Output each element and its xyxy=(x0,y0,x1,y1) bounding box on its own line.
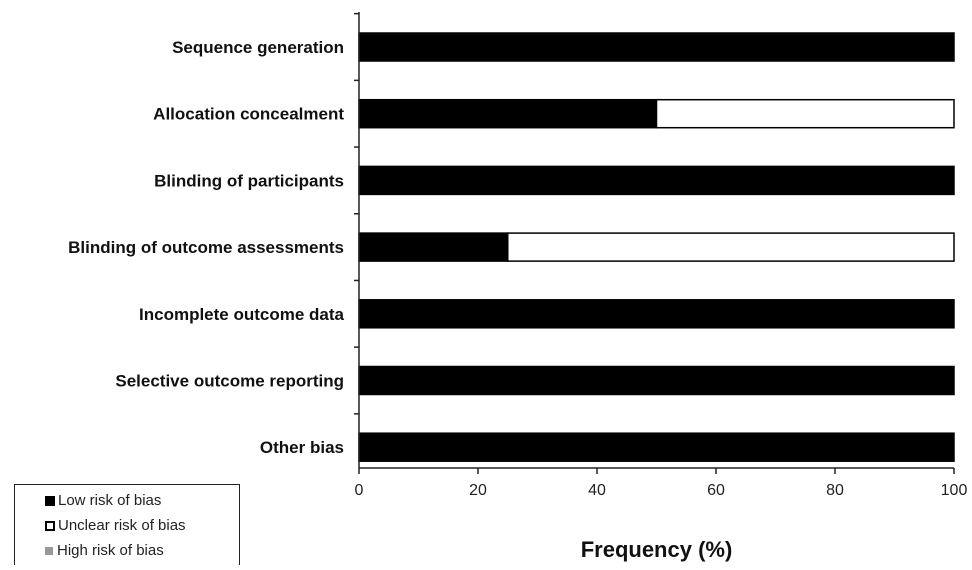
category-label: Sequence generation xyxy=(172,38,344,57)
bar-low-3 xyxy=(358,232,509,262)
x-tick-label: 40 xyxy=(588,482,606,499)
category-label: Blinding of outcome assessments xyxy=(68,238,344,257)
legend-item: Low risk of bias xyxy=(45,488,239,513)
bar-unclear-3 xyxy=(507,232,955,262)
bar-unclear-1 xyxy=(655,98,955,129)
axis-layer xyxy=(354,12,955,474)
legend-swatch xyxy=(45,520,55,531)
legend-swatch xyxy=(45,495,55,506)
x-axis-title: Frequency (%) xyxy=(581,537,733,562)
bar-low-0 xyxy=(358,32,955,62)
x-tick-label: 60 xyxy=(707,482,725,499)
legend-label: High risk of bias xyxy=(57,542,164,559)
bar-low-1 xyxy=(358,98,658,129)
legend-item: High risk of bias xyxy=(45,538,239,563)
legend-label: Low risk of bias xyxy=(58,492,162,509)
category-label: Allocation concealment xyxy=(153,105,344,124)
category-label: Incomplete outcome data xyxy=(139,305,345,324)
bar-low-4 xyxy=(358,299,955,329)
x-tick-label: 20 xyxy=(469,482,487,499)
legend-label: Unclear risk of bias xyxy=(58,517,186,534)
bars-layer xyxy=(358,32,955,462)
category-label: Other bias xyxy=(260,438,344,457)
category-label: Selective outcome reporting xyxy=(115,372,344,391)
legend-swatch xyxy=(45,546,53,555)
legend-item: Unclear risk of bias xyxy=(45,513,239,538)
bar-low-5 xyxy=(358,365,955,396)
bar-low-2 xyxy=(358,165,955,196)
legend: Low risk of bias Unclear risk of bias High… xyxy=(14,484,240,565)
labels-layer: Sequence generation Allocation concealmen… xyxy=(68,38,967,562)
bar-low-6 xyxy=(358,432,955,462)
x-tick-label: 80 xyxy=(826,482,844,499)
x-tick-label: 100 xyxy=(941,482,968,499)
category-label: Blinding of participants xyxy=(154,171,344,190)
x-tick-label: 0 xyxy=(355,482,364,499)
